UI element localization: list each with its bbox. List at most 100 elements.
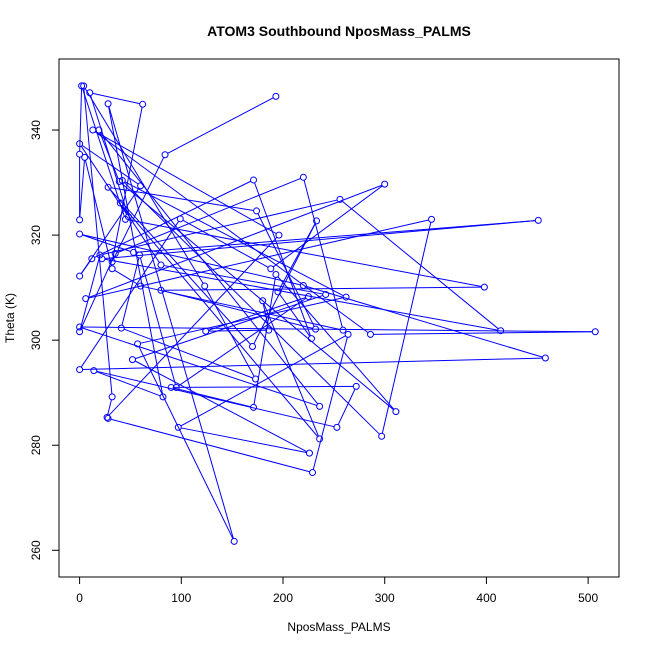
- data-point: [76, 230, 84, 238]
- series-segment: [373, 331, 593, 335]
- series-segment: [80, 145, 128, 215]
- series-segment: [163, 286, 482, 291]
- data-point: [161, 151, 169, 159]
- data-point: [121, 215, 129, 223]
- series-segment: [121, 257, 140, 326]
- y-tick-label: 340: [29, 120, 43, 140]
- x-tick-label: 100: [171, 591, 191, 605]
- data-point: [299, 282, 307, 290]
- data-point: [252, 375, 260, 383]
- x-tick-label: 400: [476, 591, 496, 605]
- data-point: [541, 354, 549, 362]
- series-segment: [82, 357, 543, 371]
- series-segment: [128, 219, 482, 288]
- data-point: [336, 195, 344, 203]
- data-point: [250, 176, 258, 184]
- x-tick-label: 0: [76, 591, 83, 605]
- data-point: [299, 173, 307, 181]
- data-point: [81, 153, 89, 161]
- series-segment: [178, 297, 307, 387]
- data-point: [497, 327, 505, 335]
- data-point: [137, 182, 145, 190]
- x-axis-label: NposMass_PALMS: [287, 620, 390, 634]
- data-point: [259, 297, 267, 305]
- series-segment: [337, 388, 356, 425]
- series-segment: [88, 184, 383, 299]
- data-point: [82, 295, 90, 303]
- data-point: [309, 469, 317, 477]
- series-segment: [138, 346, 234, 539]
- data-point: [274, 288, 282, 296]
- data-point: [366, 330, 374, 338]
- series-segment: [143, 286, 341, 331]
- series-segment: [182, 219, 269, 268]
- series-lines: [79, 88, 593, 539]
- data-point: [344, 330, 352, 338]
- series-segment: [121, 183, 394, 411]
- series-segment: [181, 427, 307, 454]
- data-point: [76, 140, 84, 148]
- series-segment: [107, 399, 112, 415]
- data-point: [174, 423, 182, 431]
- data-point: [202, 327, 210, 335]
- data-point: [322, 290, 330, 298]
- series-segment: [114, 269, 139, 285]
- series-segment: [306, 285, 543, 358]
- series-segment: [84, 160, 112, 266]
- data-point: [128, 356, 136, 364]
- data-point: [307, 335, 315, 343]
- data-point: [305, 449, 313, 457]
- y-tick-label: 320: [29, 225, 43, 245]
- series-segment: [82, 234, 131, 252]
- data-point: [96, 251, 104, 259]
- series-segment: [80, 260, 91, 274]
- data-point: [104, 100, 112, 108]
- series-segment: [140, 297, 344, 344]
- data-point: [313, 217, 321, 225]
- series-segment: [100, 132, 319, 405]
- x-tick-label: 300: [375, 591, 395, 605]
- series-segment: [102, 199, 338, 255]
- data-point: [104, 183, 112, 191]
- series-segment: [163, 265, 323, 295]
- data-point: [139, 100, 147, 108]
- series-segment: [121, 205, 319, 437]
- data-point: [76, 328, 84, 336]
- series-segment: [94, 131, 369, 334]
- data-point: [78, 82, 86, 90]
- data-point: [272, 270, 280, 278]
- data-point: [428, 215, 436, 223]
- data-point: [76, 366, 84, 374]
- y-tick-label: 300: [29, 330, 43, 350]
- data-point: [117, 324, 125, 332]
- data-point: [172, 383, 180, 391]
- data-point: [108, 258, 116, 266]
- data-point: [176, 215, 184, 223]
- series-segment: [110, 418, 310, 473]
- data-point: [157, 286, 165, 294]
- data-point: [86, 89, 94, 97]
- data-point: [167, 383, 175, 391]
- series-segment: [108, 106, 234, 539]
- data-point: [137, 282, 145, 290]
- data-point: [111, 249, 119, 257]
- series-segment: [123, 328, 253, 379]
- data-point: [339, 326, 347, 334]
- data-point: [392, 408, 400, 416]
- data-point: [265, 326, 273, 334]
- data-point: [275, 231, 283, 239]
- data-point: [316, 402, 324, 410]
- series-segment: [180, 335, 346, 427]
- y-tick-label: 260: [29, 540, 43, 560]
- data-point: [157, 261, 165, 269]
- series-segment: [136, 220, 536, 253]
- series-segment: [95, 131, 277, 235]
- series-segment: [134, 360, 308, 453]
- series-segment: [303, 180, 343, 328]
- data-point: [342, 293, 350, 301]
- series-segment: [121, 205, 160, 263]
- series-segment: [108, 236, 278, 416]
- series-segment: [312, 337, 348, 470]
- series-segment: [81, 144, 139, 185]
- series-points: [76, 82, 599, 545]
